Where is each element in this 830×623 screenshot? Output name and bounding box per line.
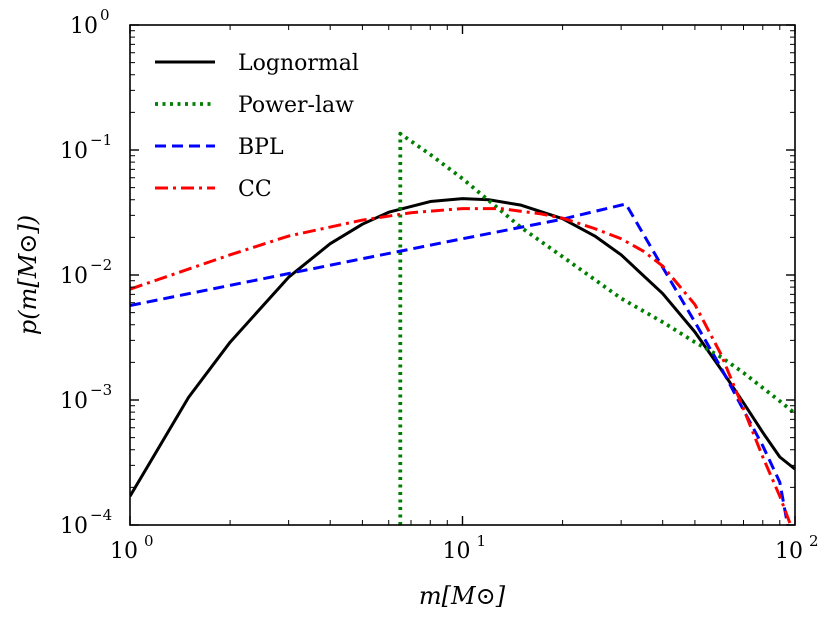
y-tick-label: 10 <box>60 514 88 539</box>
x-tick-label: 10 <box>110 539 138 564</box>
y-tick-exponent: 0 <box>100 6 110 24</box>
x-tick-label: 10 <box>775 539 803 564</box>
legend-label-lognormal: Lognormal <box>238 51 359 76</box>
y-axis-label: p(m[M⊙]) <box>14 215 42 335</box>
legend-label-power-law: Power-law <box>238 93 354 118</box>
series-line-power-law <box>398 131 795 525</box>
y-tick-exponent: −3 <box>90 381 112 399</box>
legend-label-bpl: BPL <box>238 135 284 160</box>
legend: Lognormal Power-law BPL CC <box>155 51 359 202</box>
series-line-lognormal <box>130 197 795 497</box>
y-tick-exponent: −1 <box>90 131 112 149</box>
x-tick-exponent: 0 <box>144 532 154 550</box>
y-tick-exponent: −4 <box>90 506 112 524</box>
y-tick-label: 10 <box>70 14 98 39</box>
x-tick-exponent: 1 <box>477 532 487 550</box>
axis-ticks: 10 0 10 1 10 210 −410 −310 −210 −110 0 <box>60 6 819 564</box>
series-line-bpl <box>130 202 790 525</box>
series-line-cc <box>130 207 793 525</box>
x-tick-label: 10 <box>443 539 471 564</box>
y-tick-label: 10 <box>60 264 88 289</box>
y-tick-label: 10 <box>60 389 88 414</box>
x-tick-exponent: 2 <box>809 532 819 550</box>
x-axis-label: m[M⊙] <box>419 582 506 610</box>
legend-label-cc: CC <box>238 177 272 202</box>
plot-frame <box>129 24 796 526</box>
y-tick-exponent: −2 <box>90 256 112 274</box>
series-lines <box>130 131 795 525</box>
y-tick-label: 10 <box>60 139 88 164</box>
